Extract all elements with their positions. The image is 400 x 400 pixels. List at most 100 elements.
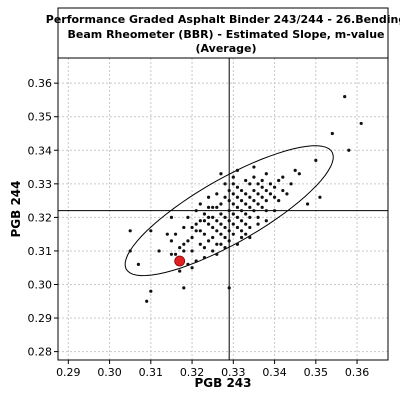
data-point [231,232,235,236]
data-point [190,249,194,253]
data-point [198,229,202,233]
data-point [194,259,198,263]
x-tick-label: 0.30 [97,366,122,379]
data-point [260,205,264,209]
data-point [128,249,132,253]
y-tick-label: 0.28 [28,346,53,359]
data-point [186,262,190,266]
data-point [293,168,297,173]
data-point [227,199,231,203]
data-point [211,249,215,253]
data-point [206,239,211,243]
data-point [235,185,240,189]
y-axis-title: PGB 244 [9,180,23,237]
data-point [343,94,347,99]
data-point [215,219,219,223]
reference-lines [58,58,388,360]
data-point [173,232,178,236]
data-point [211,215,215,219]
data-point [272,195,277,199]
data-point [219,202,223,206]
data-point [272,185,277,189]
y-tick-label: 0.31 [28,245,53,258]
x-axis-title: PGB 243 [194,376,251,390]
data-point [202,212,207,216]
data-point [248,182,252,186]
data-point [149,229,153,233]
data-point [182,225,186,230]
data-point [264,219,268,223]
data-point [169,215,174,219]
data-point [198,242,202,246]
data-point [219,232,223,236]
chart-title-line-1: Performance Graded Asphalt Binder 243/24… [46,13,400,26]
data-point [256,202,260,206]
data-point [215,242,219,246]
data-point [227,239,231,243]
x-tick-label: 0.31 [139,366,164,379]
data-point [252,209,256,213]
data-point [285,192,289,196]
chart-title-line-3: (Average) [196,42,257,55]
data-point [219,172,223,176]
grid-lines [58,58,388,360]
data-point [206,222,211,226]
data-point [231,175,235,179]
title-box-frame [57,7,389,59]
data-point [277,178,281,183]
data-point [256,215,260,219]
data-point [239,209,244,213]
data-point [223,215,227,219]
data-point [260,185,264,189]
data-point [178,269,182,273]
data-point [248,235,252,240]
data-point [219,212,223,216]
chart-title-line-2: Beam Rheometer (BBR) - Estimated Slope, … [68,28,385,41]
data-point [235,215,240,219]
data-point [268,192,273,196]
data-point [149,289,153,293]
confidence-ellipse [124,145,334,277]
x-axis-ticks: 0.29 0.30 0.31 0.32 0.33 0.34 0.35 0.36 [56,360,369,379]
data-point [190,225,194,230]
data-point [281,175,285,179]
data-point [235,168,240,173]
data-point [239,219,244,223]
data-point [182,249,186,253]
data-point [239,199,244,203]
data-point [194,229,198,233]
y-axis-ticks: 0.28 0.29 0.30 0.31 0.32 0.33 0.34 0.35 0.36 [28,77,58,359]
highlighted-lab-point [174,255,186,267]
data-point [244,232,248,236]
data-point [277,199,281,203]
data-point [281,188,285,193]
data-point [190,266,194,270]
data-point [231,202,235,206]
data-point [248,205,252,209]
x-tick-label: 0.33 [221,366,246,379]
data-point [260,195,264,199]
data-point [202,245,207,250]
data-point [227,209,231,213]
data-point [231,222,235,226]
data-points [128,94,363,303]
data-point [359,121,363,126]
data-point [223,235,227,240]
data-point [248,195,252,199]
data-point [256,182,260,186]
data-point [219,242,223,246]
confidence-ellipse-group [124,145,334,277]
data-point [239,188,244,193]
data-point [297,172,301,176]
x-tick-label: 0.35 [304,366,329,379]
data-point [227,286,231,290]
data-point [194,222,198,226]
data-point [264,199,268,203]
y-tick-label: 0.35 [28,111,53,124]
data-point [215,229,219,233]
data-point [182,286,186,290]
data-point [268,182,273,186]
